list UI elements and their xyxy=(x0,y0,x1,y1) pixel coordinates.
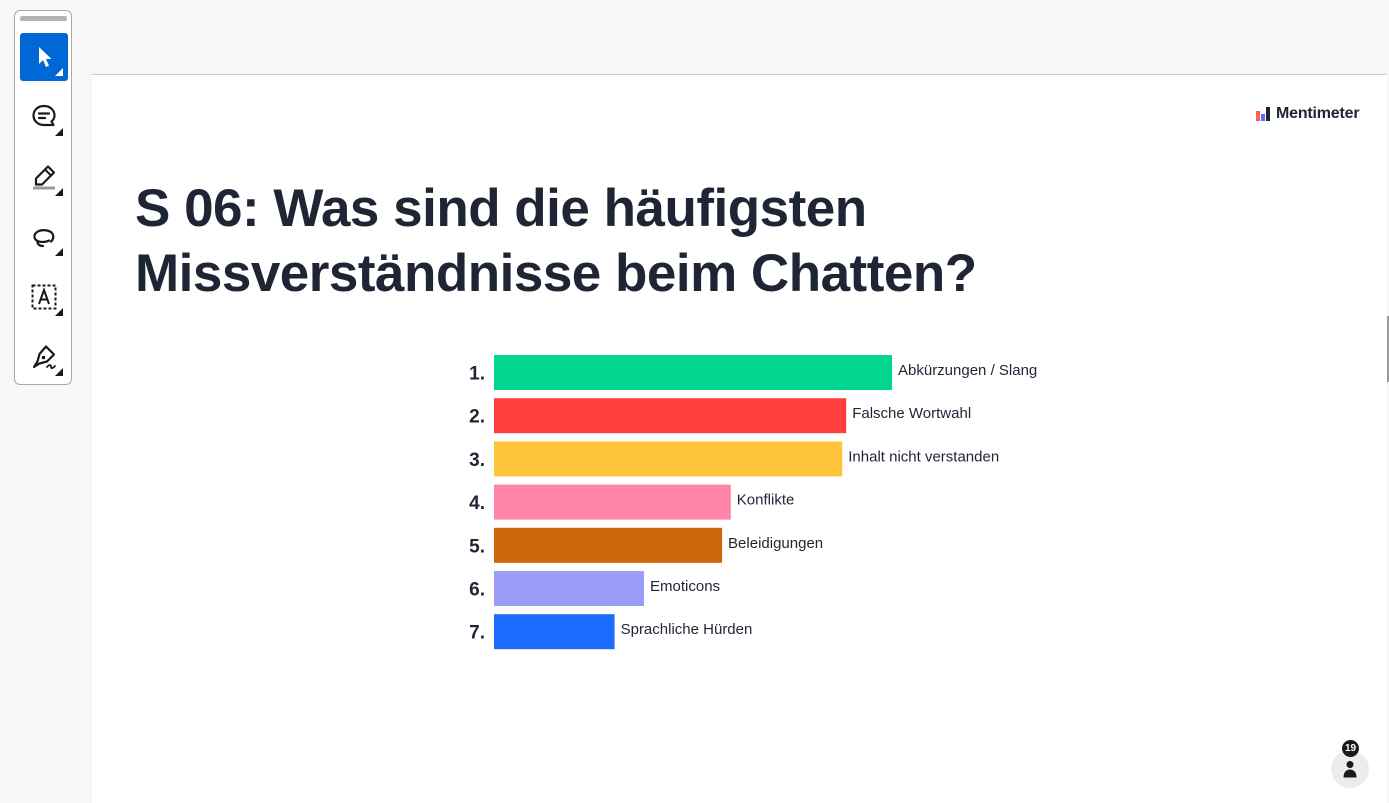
bar-label: Emoticons xyxy=(650,578,720,595)
tool-options-indicator xyxy=(55,188,63,196)
slide-title: S 06: Was sind die häufigsten Missverstä… xyxy=(135,176,1115,306)
bar-label: Inhalt nicht verstanden xyxy=(848,448,999,465)
bar-label: Sprachliche Hürden xyxy=(621,621,753,638)
tool-options-indicator xyxy=(55,308,63,316)
participant-count-badge: 19 xyxy=(1342,740,1359,757)
chart-bar xyxy=(494,484,731,520)
top-bar xyxy=(92,0,1387,75)
results-bar-chart: 1. Abkürzungen / Slang 2. Falsche Wortwahl 3… xyxy=(440,340,1140,660)
chart-bar xyxy=(494,398,847,434)
mentimeter-logo-icon xyxy=(1256,107,1270,121)
lasso-icon xyxy=(33,229,55,248)
pen-sign-icon xyxy=(32,345,56,369)
rank-label: 7. xyxy=(469,623,485,644)
title-line-1: S 06: Was sind die häufigsten xyxy=(135,179,867,238)
lasso-tool-button[interactable] xyxy=(20,213,68,261)
chart-bar xyxy=(494,441,843,477)
brand-name: Mentimeter xyxy=(1276,105,1360,122)
bar-chart-svg: 1. Abkürzungen / Slang 2. Falsche Wortwahl 3… xyxy=(469,355,1037,650)
highlight-tool-button[interactable] xyxy=(20,153,68,201)
tool-options-indicator xyxy=(55,68,63,76)
highlighter-icon xyxy=(33,165,56,190)
chart-bar xyxy=(494,527,723,563)
text-select-tool-button[interactable] xyxy=(20,273,68,321)
title-line-2: Missverständnisse beim Chatten? xyxy=(135,244,977,303)
tool-options-indicator xyxy=(55,128,63,136)
comment-tool-button[interactable] xyxy=(20,93,68,141)
bar-label: Abkürzungen / Slang xyxy=(898,362,1037,379)
rank-label: 1. xyxy=(469,364,485,385)
chart-bar xyxy=(494,571,645,606)
bar-label: Falsche Wortwahl xyxy=(852,405,971,422)
bar-label: Beleidigungen xyxy=(728,535,823,552)
scrollbar-thumb[interactable] xyxy=(1387,316,1389,382)
chart-bar xyxy=(494,614,615,650)
cursor-arrow-icon xyxy=(39,47,52,67)
slide-canvas xyxy=(92,75,1387,803)
rank-label: 6. xyxy=(469,580,485,601)
participants-button[interactable] xyxy=(1331,750,1369,788)
sign-tool-button[interactable] xyxy=(20,333,68,381)
speech-bubble-icon xyxy=(32,104,56,127)
mentimeter-logo: Mentimeter xyxy=(1256,104,1360,124)
annotation-toolbar xyxy=(14,10,72,385)
rank-label: 4. xyxy=(469,493,485,514)
toolbar-drag-handle[interactable] xyxy=(20,16,67,21)
bar-label: Konflikte xyxy=(737,492,795,509)
text-box-icon xyxy=(31,284,57,310)
tool-options-indicator xyxy=(55,248,63,256)
chart-bar xyxy=(494,355,892,390)
rank-label: 3. xyxy=(469,450,485,471)
tool-options-indicator xyxy=(55,368,63,376)
rank-label: 5. xyxy=(469,536,485,557)
select-tool-button[interactable] xyxy=(20,33,68,81)
person-icon xyxy=(1343,761,1357,778)
rank-label: 2. xyxy=(469,407,485,428)
